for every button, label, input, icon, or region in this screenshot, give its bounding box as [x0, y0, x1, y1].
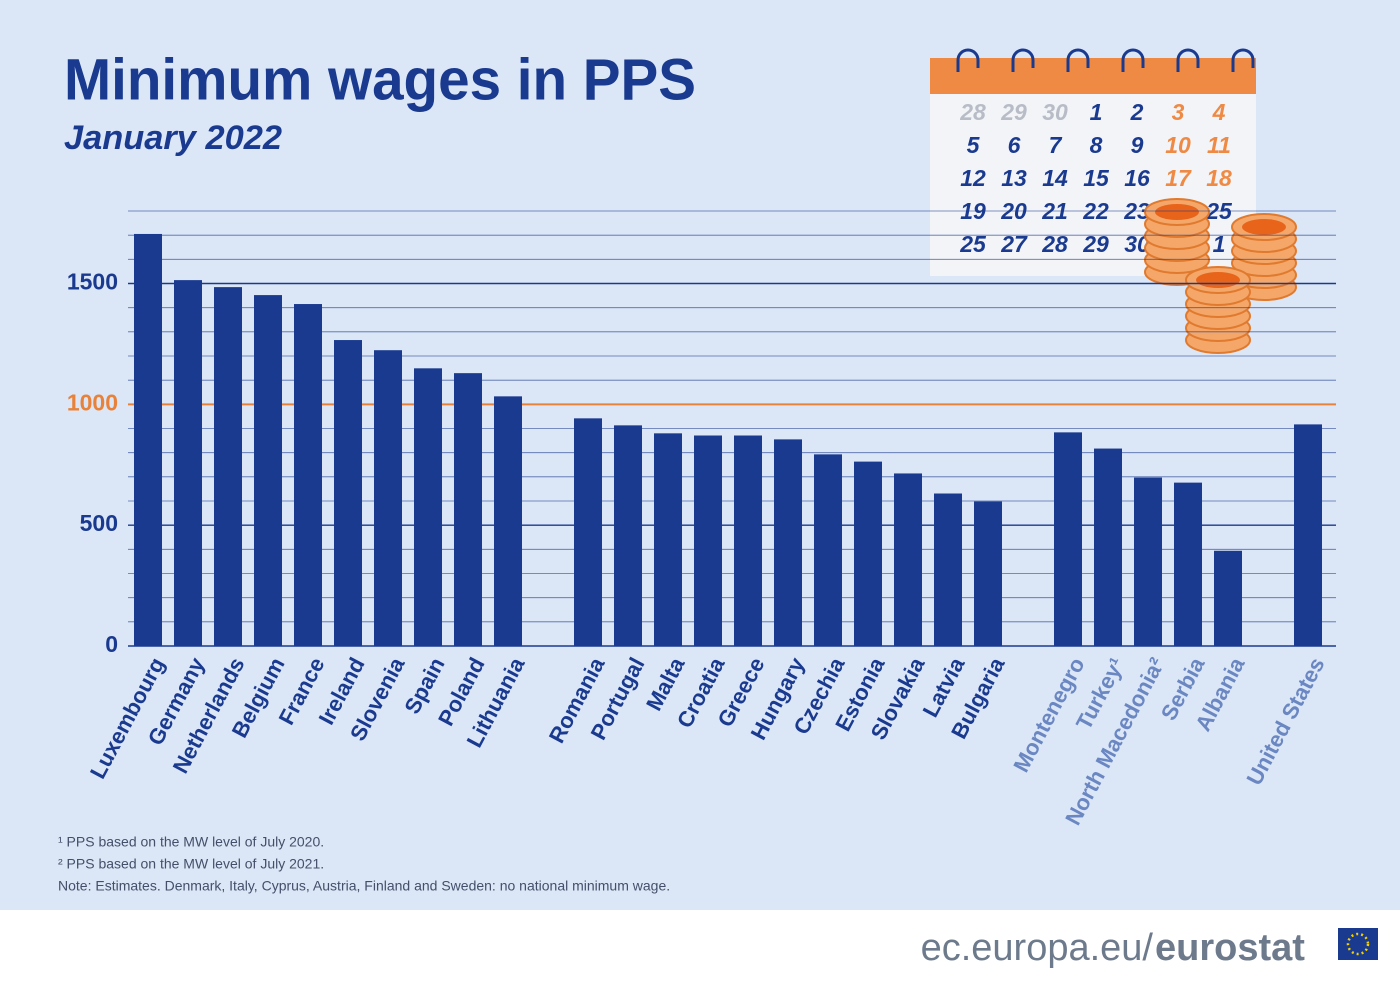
bar	[894, 473, 922, 646]
bar	[774, 439, 802, 646]
bar	[1054, 432, 1082, 646]
calendar-day: 30	[1042, 99, 1068, 125]
coin-top	[1242, 219, 1286, 235]
calendar-day: 12	[960, 165, 986, 191]
calendar-day: 13	[1001, 165, 1027, 191]
bar	[254, 295, 282, 646]
bar	[1214, 550, 1242, 646]
bar	[294, 304, 322, 646]
calendar-day: 2	[1130, 99, 1144, 125]
chart-title: Minimum wages in PPS	[64, 47, 696, 112]
calendar-day: 28	[959, 99, 986, 125]
calendar-day: 1	[1090, 99, 1103, 125]
bar	[934, 493, 962, 646]
bar	[214, 287, 242, 646]
bar	[174, 280, 202, 646]
bar	[654, 433, 682, 646]
y-tick-label: 1000	[67, 389, 118, 415]
calendar-ring	[1011, 48, 1035, 72]
bar	[334, 340, 362, 646]
bar	[734, 435, 762, 646]
bar	[694, 435, 722, 646]
calendar-day: 9	[1131, 132, 1144, 158]
footnote: ¹ PPS based on the MW level of July 2020…	[58, 834, 324, 850]
calendar-ring	[1066, 48, 1090, 72]
bar	[494, 396, 522, 646]
bar	[574, 418, 602, 646]
calendar-day: 10	[1165, 132, 1191, 158]
bar	[974, 501, 1002, 646]
calendar-ring	[1121, 48, 1145, 72]
calendar-day: 4	[1212, 99, 1226, 125]
bar	[1294, 424, 1322, 646]
bar	[1094, 448, 1122, 646]
eu-stars	[1346, 932, 1370, 956]
calendar-day: 17	[1165, 165, 1192, 191]
y-tick-label: 1500	[67, 269, 118, 295]
calendar-day: 1	[1213, 231, 1226, 257]
coin-top	[1155, 204, 1199, 220]
footnote: Note: Estimates. Denmark, Italy, Cyprus,…	[58, 878, 670, 894]
bar	[374, 350, 402, 646]
calendar-day: 14	[1042, 165, 1068, 191]
bar	[614, 425, 642, 646]
calendar-day: 3	[1172, 99, 1185, 125]
calendar-ring	[1176, 48, 1200, 72]
source-site: ec.europa.eu/	[921, 927, 1154, 969]
calendar-header	[930, 58, 1256, 94]
calendar-day: 6	[1008, 132, 1021, 158]
coin-top	[1196, 272, 1240, 288]
y-tick-label: 0	[105, 631, 118, 657]
bar	[414, 368, 442, 646]
chart-subtitle: January 2022	[64, 119, 282, 157]
footnote: ² PPS based on the MW level of July 2021…	[58, 856, 324, 872]
bar	[1134, 477, 1162, 646]
calendar-day: 11	[1207, 132, 1231, 158]
calendar-day: 8	[1090, 132, 1103, 158]
calendar-day: 18	[1206, 165, 1232, 191]
bar	[854, 461, 882, 646]
calendar-day: 5	[967, 132, 981, 158]
calendar-ring	[1231, 48, 1255, 72]
y-tick-label: 500	[80, 510, 118, 536]
calendar-day: 29	[1000, 99, 1027, 125]
calendar-ring	[956, 48, 980, 72]
calendar-day: 16	[1124, 165, 1150, 191]
calendar-day: 7	[1049, 132, 1063, 158]
source-brand: eurostat	[1155, 927, 1305, 969]
bar	[1174, 482, 1202, 646]
bar	[814, 454, 842, 646]
bar	[134, 233, 162, 647]
calendar-day: 15	[1083, 165, 1110, 191]
footer-band	[0, 910, 1400, 990]
bar	[454, 373, 482, 646]
